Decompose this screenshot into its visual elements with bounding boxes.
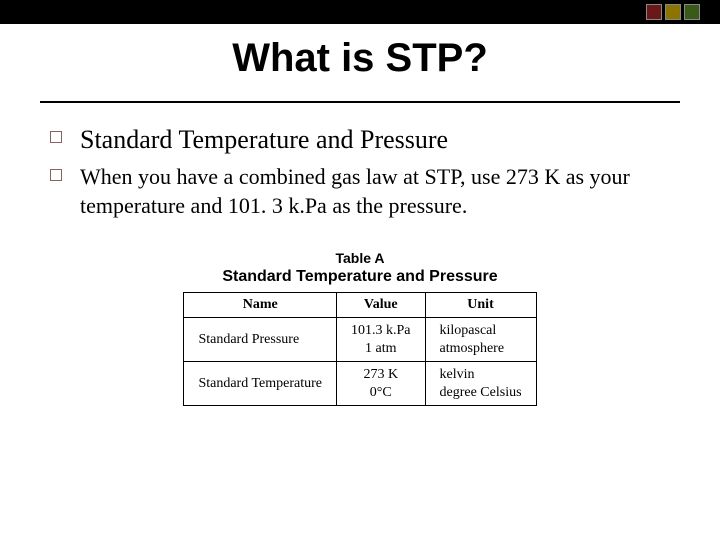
bullet-text-1: Standard Temperature and Pressure (80, 125, 448, 155)
cell-name-2: Standard Temperature (184, 362, 337, 406)
bullet-item-1: Standard Temperature and Pressure (50, 125, 670, 155)
unit-line: degree Celsius (440, 385, 522, 400)
cell-name-1: Standard Pressure (184, 318, 337, 362)
table-row: Standard Pressure 101.3 k.Pa 1 atm kilop… (184, 318, 536, 362)
unit-line: atmosphere (440, 341, 505, 356)
table-subheading: Standard Temperature and Pressure (50, 268, 670, 286)
table-area: Table A Standard Temperature and Pressur… (50, 250, 670, 406)
top-bar (0, 0, 720, 24)
table-heading: Table A (50, 250, 670, 266)
square-1 (646, 4, 662, 20)
cell-unit-1: kilopascal atmosphere (425, 318, 536, 362)
header-value: Value (337, 293, 426, 318)
value-line: 101.3 k.Pa (351, 323, 411, 338)
header-unit: Unit (425, 293, 536, 318)
cell-unit-2: kelvin degree Celsius (425, 362, 536, 406)
square-2 (665, 4, 681, 20)
title-divider (40, 101, 680, 103)
page-title: What is STP? (0, 36, 720, 81)
bullet-icon (50, 131, 62, 143)
table-row: Standard Temperature 273 K 0°C kelvin de… (184, 362, 536, 406)
bullet-icon (50, 169, 62, 181)
value-line: 273 K (363, 367, 398, 382)
cell-value-2: 273 K 0°C (337, 362, 426, 406)
header-name: Name (184, 293, 337, 318)
unit-line: kilopascal (440, 323, 497, 338)
bullet-item-2: When you have a combined gas law at STP,… (50, 163, 670, 220)
value-line: 1 atm (365, 341, 397, 356)
bullet-text-2: When you have a combined gas law at STP,… (80, 163, 670, 220)
stp-table: Name Value Unit Standard Pressure 101.3 … (183, 292, 536, 406)
unit-line: kelvin (440, 367, 475, 382)
content-area: Standard Temperature and Pressure When y… (0, 125, 720, 406)
square-3 (684, 4, 700, 20)
decorative-squares (646, 4, 700, 20)
cell-value-1: 101.3 k.Pa 1 atm (337, 318, 426, 362)
value-line: 0°C (370, 385, 392, 400)
table-header-row: Name Value Unit (184, 293, 536, 318)
